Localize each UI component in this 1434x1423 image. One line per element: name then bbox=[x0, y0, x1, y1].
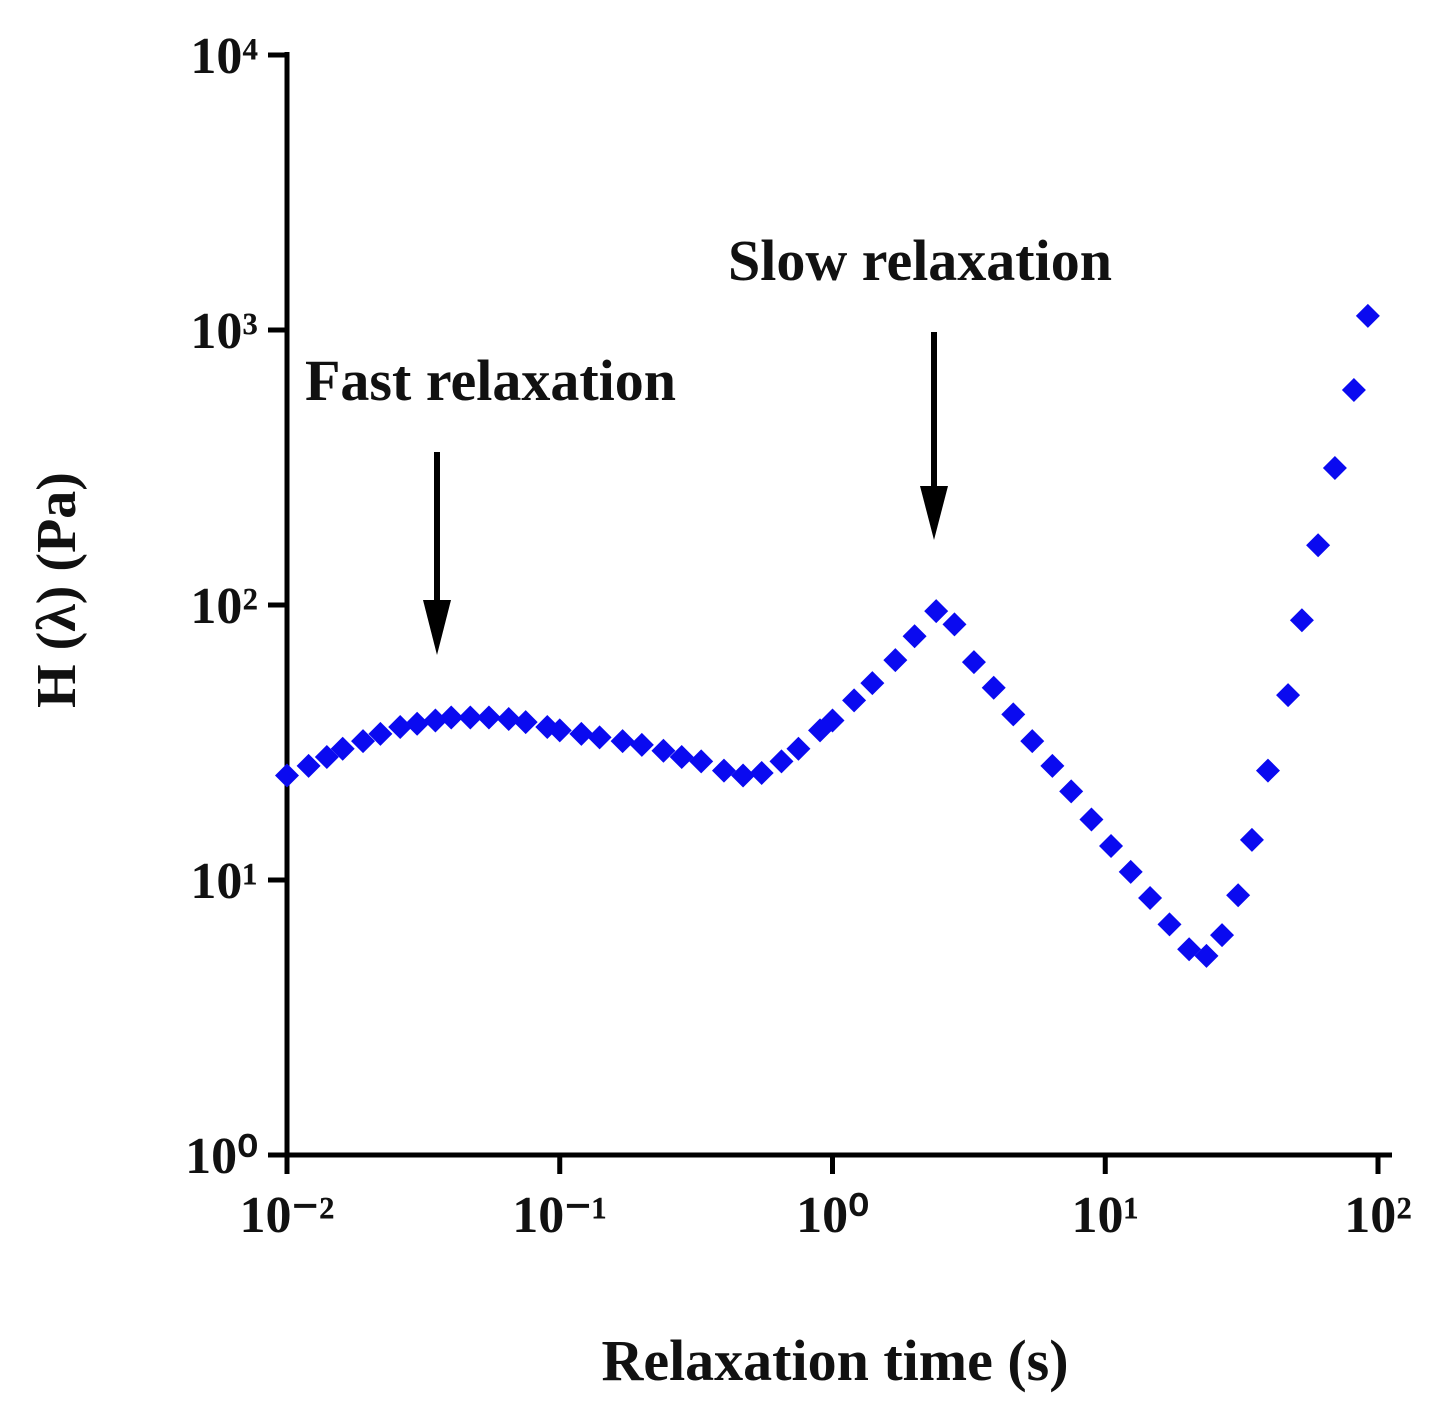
marker bbox=[820, 708, 845, 733]
marker bbox=[296, 753, 321, 778]
arrow bbox=[423, 452, 451, 655]
marker bbox=[496, 706, 521, 731]
y-tick-label: 10⁰ bbox=[185, 1128, 258, 1185]
marker bbox=[1157, 912, 1182, 937]
marker bbox=[513, 710, 538, 735]
marker bbox=[314, 745, 339, 770]
x-tick-label: 10⁻¹ bbox=[512, 1187, 607, 1244]
marker bbox=[569, 721, 594, 746]
x-tick-label: 10⁻² bbox=[239, 1187, 334, 1244]
marker bbox=[1276, 683, 1301, 708]
marker bbox=[689, 749, 714, 774]
marker bbox=[587, 725, 612, 750]
marker bbox=[1239, 827, 1264, 852]
marker bbox=[961, 650, 986, 675]
marker bbox=[1341, 378, 1366, 403]
marker bbox=[749, 760, 774, 785]
y-tick-label: 10¹ bbox=[190, 853, 258, 910]
x-tick-label: 10² bbox=[1344, 1187, 1412, 1244]
y-tick-label: 10⁴ bbox=[190, 28, 258, 85]
marker bbox=[942, 612, 967, 637]
marker bbox=[610, 729, 635, 754]
marker bbox=[1040, 753, 1065, 778]
marker bbox=[731, 763, 756, 788]
y-tick-label: 10³ bbox=[190, 303, 258, 360]
x-axis-label: Relaxation time (s) bbox=[601, 1328, 1068, 1393]
marker bbox=[981, 675, 1006, 700]
marker bbox=[1355, 303, 1380, 328]
marker bbox=[769, 749, 794, 774]
marker bbox=[1118, 859, 1143, 884]
arrow bbox=[920, 332, 948, 540]
marker bbox=[1079, 807, 1104, 832]
marker bbox=[423, 708, 448, 733]
marker bbox=[1289, 608, 1314, 633]
marker bbox=[1226, 883, 1251, 908]
marker bbox=[1059, 779, 1084, 804]
marker bbox=[458, 705, 483, 730]
marker bbox=[275, 763, 299, 788]
marker bbox=[786, 736, 811, 761]
marker bbox=[1255, 758, 1280, 783]
marker bbox=[1322, 455, 1347, 480]
marker bbox=[1194, 943, 1219, 968]
annotation: Fast relaxation bbox=[305, 348, 676, 413]
marker bbox=[405, 711, 430, 736]
marker bbox=[1210, 923, 1235, 948]
marker bbox=[1138, 886, 1163, 911]
marker bbox=[711, 758, 736, 783]
marker bbox=[476, 705, 501, 730]
marker bbox=[547, 718, 572, 743]
marker bbox=[330, 736, 355, 761]
marker bbox=[1020, 729, 1045, 754]
marker bbox=[669, 745, 694, 770]
marker bbox=[368, 721, 393, 746]
marker bbox=[842, 688, 867, 713]
marker bbox=[902, 624, 927, 649]
marker bbox=[924, 599, 949, 624]
marker bbox=[388, 715, 413, 740]
x-tick-label: 10¹ bbox=[1071, 1187, 1139, 1244]
y-tick-label: 10² bbox=[190, 578, 258, 635]
y-axis-label: H (λ) (Pa) bbox=[26, 472, 88, 708]
marker bbox=[1001, 702, 1026, 727]
marker bbox=[351, 729, 376, 754]
x-tick-label: 10⁰ bbox=[796, 1187, 869, 1244]
marker bbox=[883, 648, 908, 673]
marker bbox=[1099, 833, 1124, 858]
marker bbox=[860, 671, 885, 696]
marker bbox=[439, 705, 464, 730]
marker bbox=[651, 738, 676, 763]
marker bbox=[1306, 533, 1331, 558]
marker bbox=[629, 732, 654, 757]
annotation: Slow relaxation bbox=[728, 228, 1112, 293]
